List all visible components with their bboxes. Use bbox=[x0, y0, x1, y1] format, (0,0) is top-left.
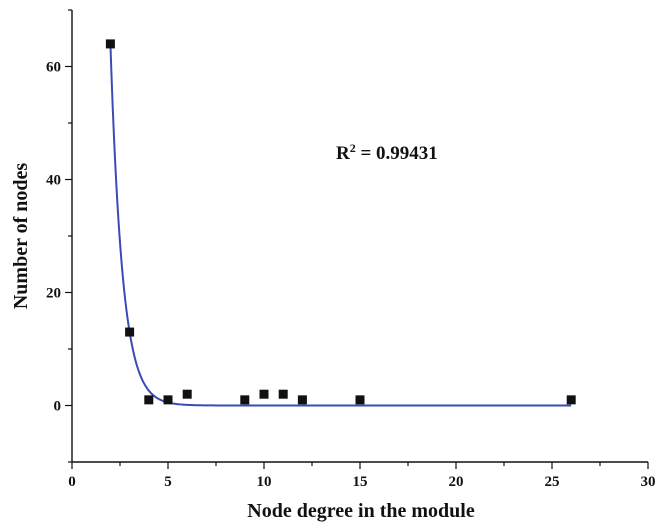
tick-labels: 0 5 10 15 20 25 30 0 20 40 60 bbox=[46, 60, 656, 491]
data-point bbox=[278, 389, 288, 399]
data-point bbox=[566, 395, 576, 405]
x-tick-label: 15 bbox=[353, 474, 368, 490]
data-point bbox=[297, 395, 307, 405]
y-axis-title: Number of nodes bbox=[10, 163, 32, 310]
data-point bbox=[355, 395, 365, 405]
x-tick-label: 20 bbox=[449, 474, 464, 490]
y-tick-label: 40 bbox=[46, 173, 61, 189]
r-squared-value: = 0.99431 bbox=[356, 143, 438, 164]
x-tick-label: 30 bbox=[641, 474, 656, 490]
data-point bbox=[182, 389, 192, 399]
points-layer bbox=[105, 39, 576, 405]
x-tick-label: 10 bbox=[257, 474, 272, 490]
data-point bbox=[144, 395, 154, 405]
fit-curve bbox=[109, 43, 572, 407]
axes bbox=[65, 9, 649, 469]
x-tick-label: 5 bbox=[164, 474, 172, 490]
data-point bbox=[125, 327, 135, 337]
y-tick-label: 20 bbox=[46, 286, 61, 302]
r-squared-annotation: R2 = 0.99431 bbox=[336, 141, 438, 164]
data-point bbox=[240, 395, 250, 405]
r-squared-prefix: R bbox=[336, 143, 350, 164]
x-tick-label: 0 bbox=[68, 474, 76, 490]
data-point bbox=[105, 39, 115, 49]
x-axis-title: Node degree in the module bbox=[247, 500, 475, 522]
y-tick-label: 0 bbox=[54, 399, 62, 415]
y-tick-label: 60 bbox=[46, 60, 61, 76]
x-tick-label: 25 bbox=[545, 474, 560, 490]
fit-layer bbox=[109, 43, 572, 407]
data-point bbox=[163, 395, 173, 405]
data-point bbox=[259, 389, 269, 399]
r-squared-superscript: 2 bbox=[350, 141, 356, 155]
